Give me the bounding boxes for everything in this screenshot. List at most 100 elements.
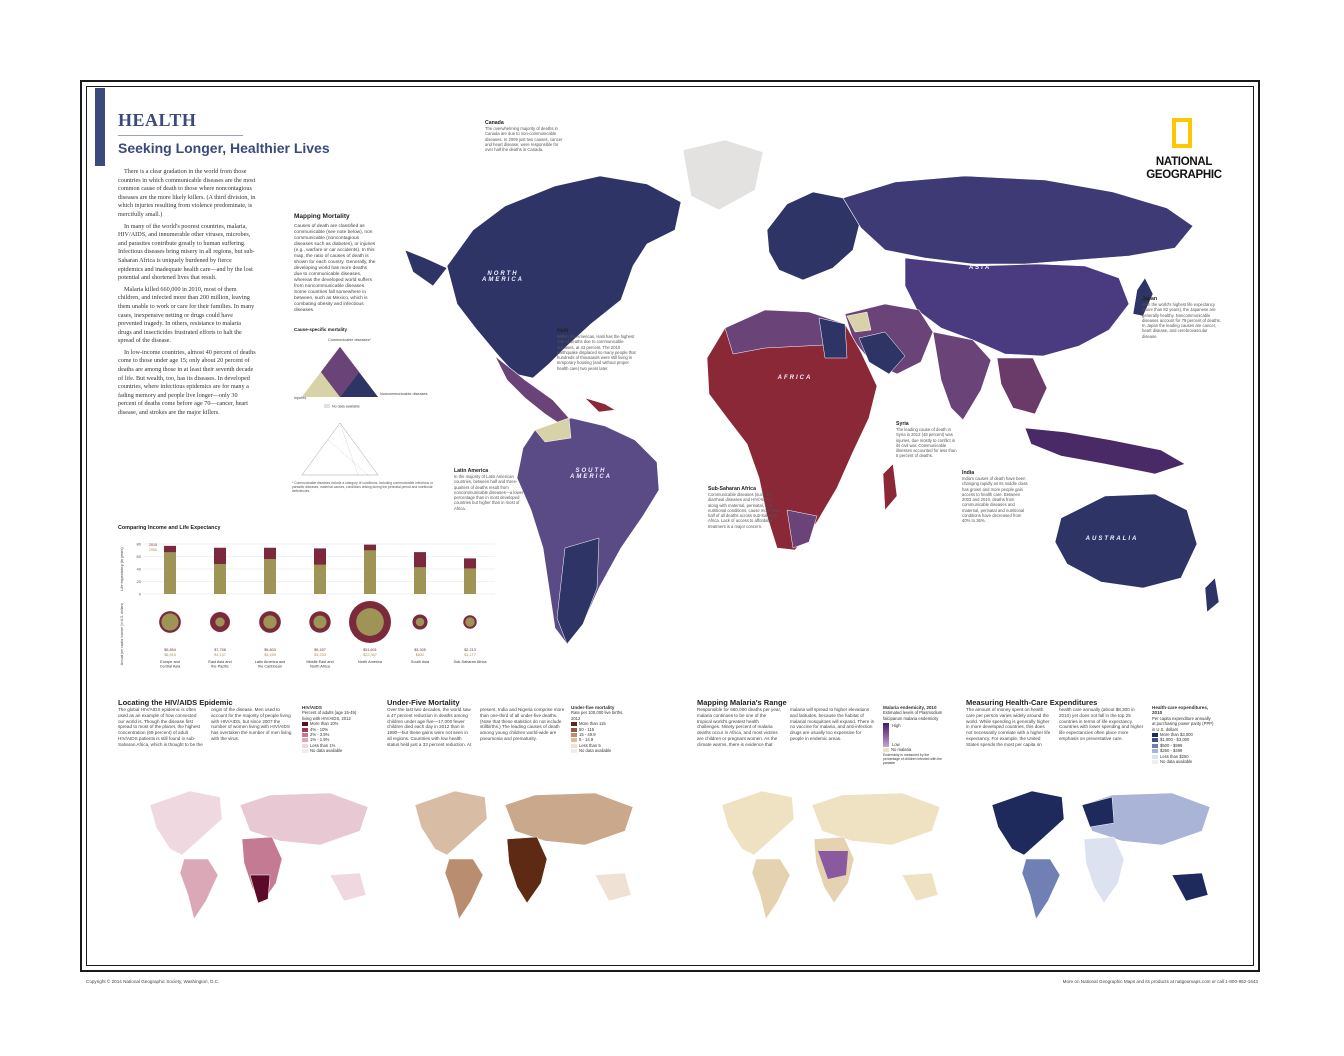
hiv-map [149, 790, 369, 920]
legend-gradient-row: High Low [883, 723, 945, 748]
legend-item: 15 - 49.9 [571, 732, 631, 737]
spending-map-eurasia [1081, 792, 1211, 846]
map-label-north-america: NORTH AMERICA [482, 271, 524, 283]
map-region-india [932, 331, 992, 421]
hiv-section-title: Locating the HIV/AIDS Epidemic [118, 698, 233, 707]
legend-label: 50 - 115 [579, 726, 595, 732]
legend-label: $1,000 - $3,000 [1160, 737, 1190, 743]
callout-text: With the world's highest life expectancy… [1142, 302, 1221, 339]
callout-title: Syria [896, 421, 909, 427]
legend-item: More than 115 [571, 721, 631, 726]
chart-income-2015-label: $9,457 [314, 648, 326, 652]
callout-syria: Syria The leading cause of death in Syri… [896, 421, 958, 459]
triangle-guide-line [327, 439, 369, 476]
legend-item: No data available [302, 748, 362, 753]
chart-income-1960-label: $6,915 [164, 653, 176, 657]
legend-none: No malaria [891, 747, 912, 753]
map-region-venezuela [534, 417, 572, 443]
map-region-greenland [682, 139, 764, 211]
triangle-label-communicable: Communicable diseases* [328, 338, 371, 342]
legend-label: 5 - 14.9 [579, 737, 594, 743]
footer-copyright: Copyright © 2014 National Geographic Soc… [86, 979, 220, 984]
legend-item: 5 - 14.9 [571, 737, 631, 742]
legend-label: Less than $250 [1160, 753, 1189, 759]
legend-label: No data available [1160, 759, 1193, 765]
under5-map-africa [506, 836, 548, 904]
legend-label: No data available [310, 748, 343, 754]
mapping-mortality-text: Causes of death are classified as commun… [294, 224, 376, 313]
map-region-japan [1132, 277, 1154, 317]
map-label-australia: AUSTRALIA [1085, 536, 1139, 542]
no-data-swatch [324, 404, 330, 408]
triangle-footnote: * Communicable diseases include a catego… [292, 481, 433, 494]
triangle-label-noncommunicable: Noncommunicable diseases [380, 392, 428, 396]
legend-swatch [571, 732, 577, 737]
chart-bar-1960 [214, 564, 226, 594]
triangle-injuries-zone [302, 372, 340, 397]
legend-title: HIV/AIDS [302, 705, 322, 710]
legend-label: More than 115 [579, 721, 606, 727]
hiv-section-text: The global HIV/AIDS epidemic is often us… [118, 707, 292, 747]
spending-map-europe [1081, 796, 1115, 828]
legend-gradient-bar [883, 723, 889, 748]
map-region-arabia [858, 331, 906, 375]
chart-legend-2015: 2015 [149, 543, 157, 547]
legend-item: Less than 5 [571, 743, 631, 748]
intro-paragraph: There is a clear gradation in the world … [118, 168, 256, 218]
callout-text: The leading cause of death in Syria in 2… [896, 427, 957, 459]
logo-line: NATIONAL [1155, 156, 1213, 168]
legend-item: $1,000 - $3,000 [1152, 737, 1214, 742]
intro-paragraph: Malaria killed 660,000 in 2010, most of … [118, 285, 255, 345]
chart-income-1960-label: $22,367 [363, 653, 377, 657]
triangle-label-injuries: Injuries [294, 396, 306, 400]
malaria-map [721, 790, 941, 920]
malaria-map-australia [901, 872, 939, 902]
chart-category-label: North Africa [310, 665, 331, 669]
triangle-mixed-zone [321, 347, 359, 397]
hiv-map-north-america [149, 790, 223, 856]
chart-bar-1960 [414, 567, 426, 594]
logo-line: GEOGRAPHIC [1146, 169, 1222, 181]
map-region-australia [1054, 493, 1198, 589]
legend-item: 1% - 1.9% [302, 737, 362, 742]
under5-map-eurasia [504, 792, 634, 846]
legend-label: 4% - 10% [310, 726, 329, 732]
chart-income-2015-label: $9,854 [164, 648, 176, 652]
legend-label: Less than 5 [579, 742, 601, 748]
intro-paragraph: In low-income countries, almost 40 perce… [118, 348, 256, 417]
spending-map-africa [1083, 836, 1125, 904]
legend-label: More than 10% [310, 721, 339, 727]
map-region-southern-cone [556, 537, 600, 645]
map-region-china [904, 257, 1130, 357]
callout-text: India's causes of death have been changi… [962, 476, 1028, 524]
chart-category-label: South Asia [411, 660, 430, 664]
map-region-syria-iraq [846, 311, 872, 333]
title-rule [118, 135, 243, 136]
callout-text: Within the Americas, Haiti has the highe… [557, 334, 636, 371]
chart-income-circle-1960 [215, 617, 225, 627]
callout-title: Haiti [557, 328, 569, 334]
callout-sub-saharan-africa: Sub-Saharan Africa Communicable diseases… [708, 486, 782, 529]
footer-more-info[interactable]: More on National Geographic Maps and its… [1062, 979, 1258, 984]
chart-category-label: Latin America and [255, 660, 285, 664]
callout-india: India India's causes of death have been … [962, 470, 1028, 524]
chart-tick-label: 60 [137, 554, 142, 559]
under5-map-australia [594, 872, 632, 902]
chart-category-label: Europe and [160, 660, 180, 664]
callout-haiti: Haiti Within the Americas, Haiti has the… [557, 328, 639, 371]
spending-map-north-america [991, 790, 1065, 856]
hiv-legend: HIV/AIDS Percent of adults (age 15-49) l… [302, 705, 362, 754]
legend-swatch [571, 722, 577, 727]
chart-income-2015-label: $9,803 [264, 648, 276, 652]
chart-income-1960-label: $3,459 [264, 653, 276, 657]
chart-category-label: the Caribbean [258, 665, 282, 669]
under5-map [414, 790, 634, 920]
chart-category-label: East Asia and [208, 660, 231, 664]
yellow-border-icon [1172, 118, 1192, 148]
legend-title: Under-five mortality [571, 705, 615, 710]
legend-item: More than 10% [302, 721, 362, 726]
legend-swatch [302, 738, 308, 743]
chart-bar-1960 [364, 550, 376, 594]
map-label-south-america: SOUTH AMERICA [570, 468, 612, 480]
map-label-asia: ASIA [968, 265, 992, 271]
